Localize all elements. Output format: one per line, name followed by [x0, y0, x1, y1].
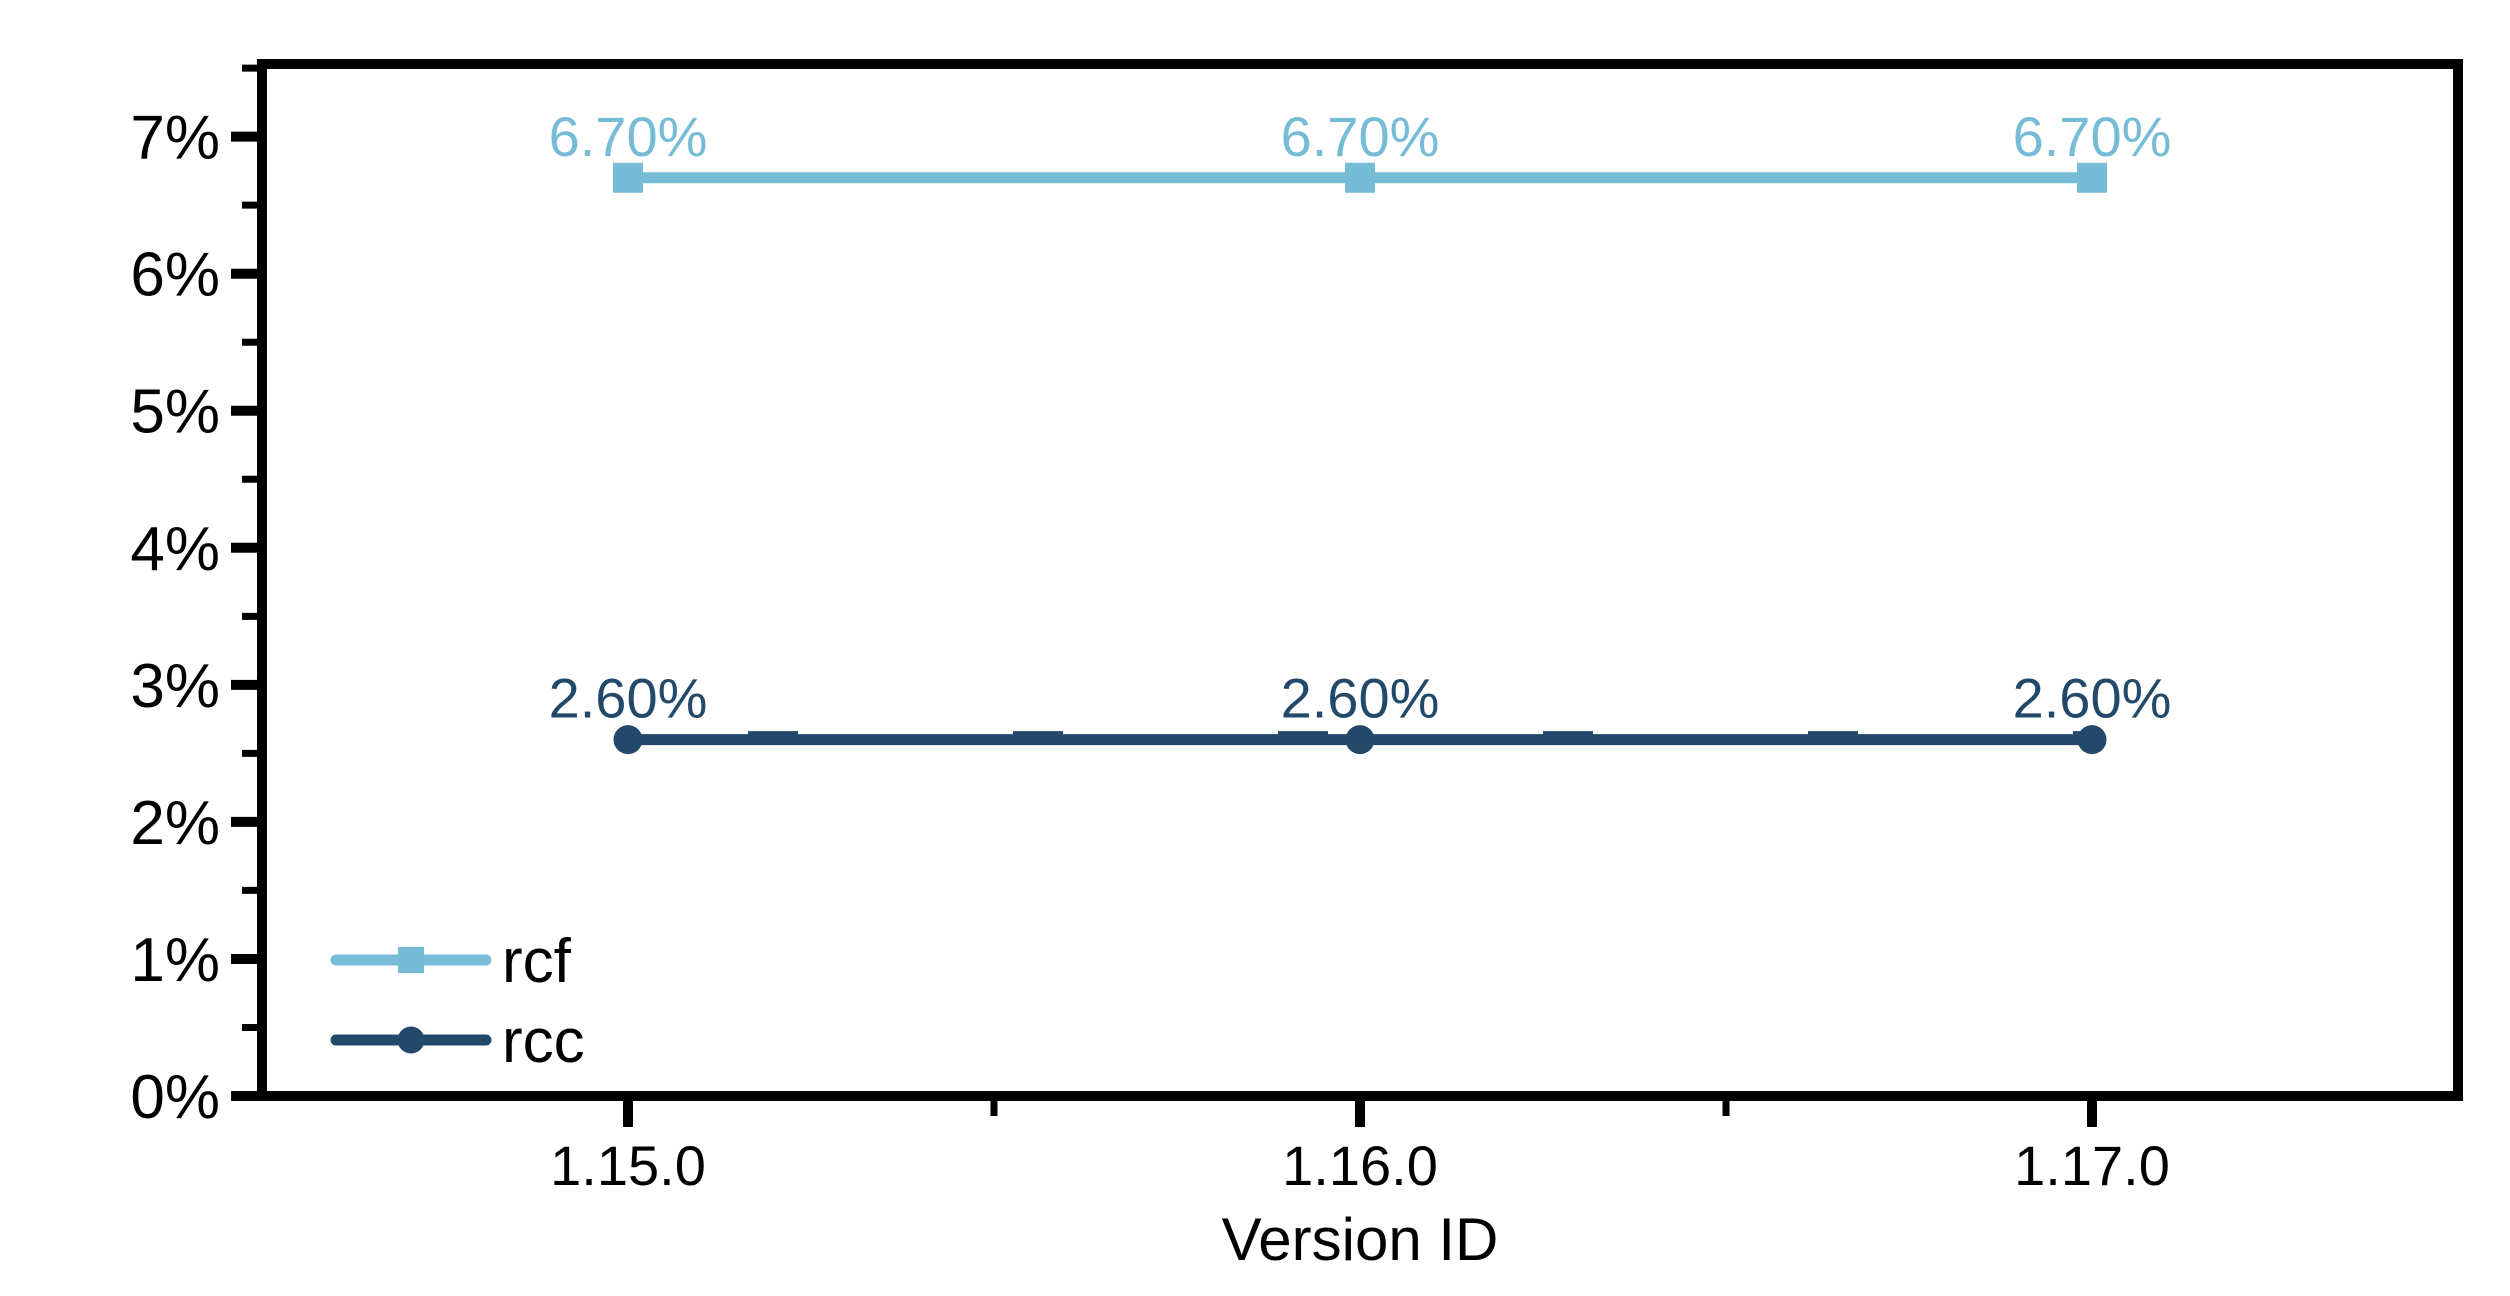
series-marker-rcc [2077, 725, 2107, 755]
series-marker-rcf [2077, 162, 2107, 193]
legend-label-rcc: rcc [502, 1007, 585, 1076]
data-label-rcc: 2.60% [1281, 667, 1440, 730]
y-tick-label: 4% [130, 515, 220, 584]
x-tick-label: 1.15.0 [550, 1134, 706, 1197]
series-marker-rcf [1345, 162, 1375, 193]
y-tick-label: 2% [130, 789, 220, 858]
plot-border [257, 59, 2463, 1101]
y-tick-label: 6% [130, 241, 220, 310]
legend-marker-rcf [398, 947, 424, 973]
data-label-rcf: 6.70% [549, 105, 708, 168]
data-label-rcc: 2.60% [2013, 667, 2172, 730]
x-tick-label: 1.17.0 [2014, 1134, 2170, 1197]
series-marker-rcc [1345, 725, 1375, 755]
y-tick-label: 3% [130, 652, 220, 721]
x-tick-label: 1.16.0 [1282, 1134, 1438, 1197]
series-marker-rcc [613, 725, 643, 755]
series-marker-rcf [613, 162, 643, 193]
y-tick-label: 0% [130, 1063, 220, 1132]
y-tick-label: 1% [130, 926, 220, 995]
y-tick-label: 5% [130, 378, 220, 447]
x-axis-title: Version ID [1222, 1206, 1499, 1273]
legend-label-rcf: rcf [502, 927, 572, 996]
data-label-rcf: 6.70% [2013, 105, 2172, 168]
data-label-rcf: 6.70% [1281, 105, 1440, 168]
data-label-rcc: 2.60% [549, 667, 708, 730]
y-tick-label: 7% [130, 104, 220, 173]
legend-marker-rcc [397, 1026, 425, 1054]
